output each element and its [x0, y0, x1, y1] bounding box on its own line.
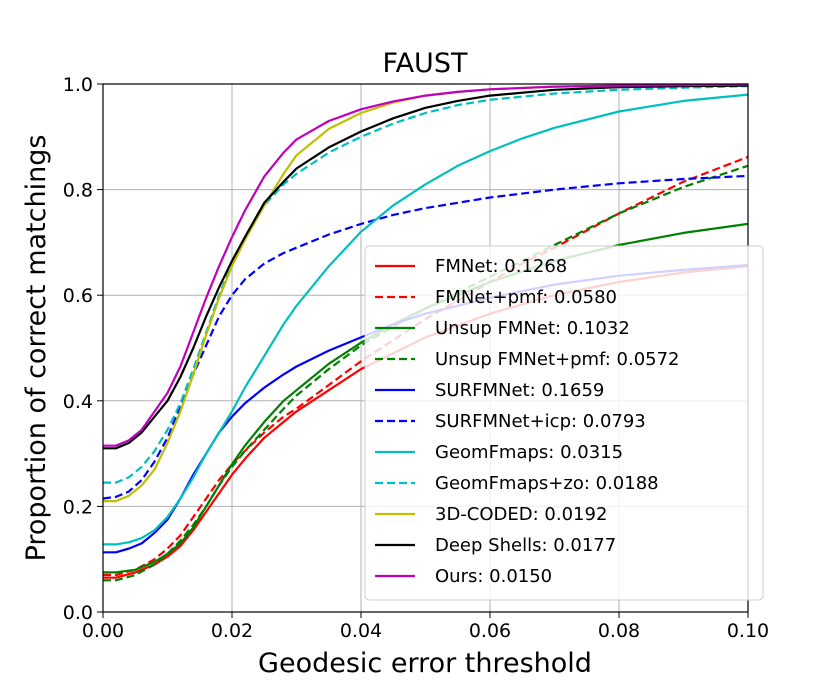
- series-line-8: [103, 85, 748, 484]
- x-tick-label: 0.08: [598, 620, 640, 642]
- y-axis-title: Proportion of correct matchings: [21, 135, 52, 562]
- y-tick-label: 0.8: [63, 180, 93, 202]
- legend-box: [364, 245, 764, 601]
- legend-entry: FMNet: 0.1268: [435, 256, 567, 277]
- y-axis-ticks: 0.0 0.2 0.4 0.6 0.8 1.0: [63, 74, 103, 624]
- y-tick-label: 0.2: [63, 496, 93, 518]
- legend-entry: SURFMNet+icp: 0.0793: [435, 411, 646, 432]
- y-tick-label: 0.6: [63, 285, 93, 307]
- y-tick-label: 0.0: [63, 602, 93, 624]
- x-tick-label: 0.04: [340, 620, 382, 642]
- legend-entry: Unsup FMNet: 0.1032: [435, 318, 630, 339]
- x-tick-label: 0.06: [469, 620, 511, 642]
- legend-entry: SURFMNet: 0.1659: [435, 380, 604, 401]
- legend-entry: Unsup FMNet+pmf: 0.0572: [435, 349, 680, 370]
- x-tick-label: 0.00: [82, 620, 124, 642]
- series-line-10: [103, 84, 748, 450]
- legend: FMNet: 0.1268 FMNet+pmf: 0.0580 Unsup FMNe…: [364, 245, 764, 601]
- legend-entry: Deep Shells: 0.0177: [435, 535, 616, 556]
- legend-entry: FMNet+pmf: 0.0580: [435, 287, 617, 308]
- series-line-11: [103, 83, 748, 447]
- y-tick-label: 1.0: [63, 74, 93, 96]
- legend-entry: Ours: 0.0150: [435, 566, 552, 587]
- series-line-6: [103, 174, 748, 500]
- series-line-7: [103, 93, 748, 546]
- x-tick-label: 0.02: [211, 620, 253, 642]
- legend-entry: GeomFmaps+zo: 0.0188: [435, 473, 659, 494]
- y-tick-label: 0.4: [63, 391, 93, 413]
- chart-title: FAUST: [383, 48, 468, 79]
- x-axis-title: Geodesic error threshold: [258, 648, 592, 679]
- x-axis-ticks: 0.00 0.02 0.04 0.06 0.08 0.10: [82, 612, 769, 642]
- x-tick-label: 0.10: [727, 620, 769, 642]
- legend-entry: GeomFmaps: 0.0315: [435, 442, 623, 463]
- legend-entry: 3D-CODED: 0.0192: [435, 504, 607, 525]
